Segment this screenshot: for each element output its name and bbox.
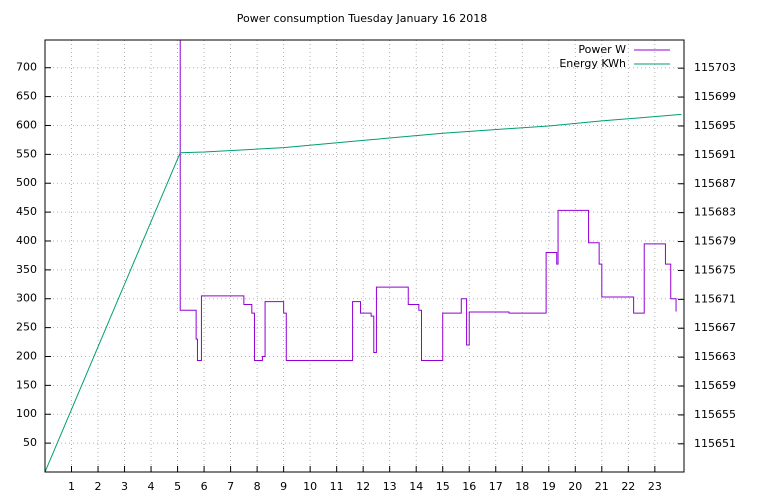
x-tick-label: 1 <box>68 480 75 493</box>
x-tick-label: 18 <box>515 480 529 493</box>
y-tick-label: 300 <box>16 292 37 305</box>
grid <box>45 40 684 472</box>
y2-tick-label: 115659 <box>694 379 736 392</box>
y-tick-label: 550 <box>16 147 37 160</box>
y2-tick-label: 115655 <box>694 408 736 421</box>
x-tick-label: 16 <box>462 480 476 493</box>
y2-tick-label: 115679 <box>694 235 736 248</box>
x-tick-label: 9 <box>280 480 287 493</box>
x-tick-label: 23 <box>648 480 662 493</box>
x-tick-label: 10 <box>303 480 317 493</box>
plot-border <box>44 39 685 473</box>
x-tick-label: 19 <box>542 480 556 493</box>
x-tick-label: 6 <box>201 480 208 493</box>
y2-tick-label: 115695 <box>694 119 736 132</box>
x-tick-label: 2 <box>95 480 102 493</box>
y2-tick-label: 115703 <box>694 61 736 74</box>
y2-tick-label: 115683 <box>694 206 736 219</box>
x-tick-label: 13 <box>383 480 397 493</box>
plot-area <box>45 40 682 472</box>
x-tick-label: 20 <box>568 480 582 493</box>
y-tick-label: 700 <box>16 61 37 74</box>
x-tick-label: 7 <box>227 480 234 493</box>
y2-tick-label: 115663 <box>694 350 736 363</box>
x-tick-label: 5 <box>174 480 181 493</box>
x-tick-label: 21 <box>595 480 609 493</box>
x-tick-label: 8 <box>254 480 261 493</box>
y-tick-label: 100 <box>16 407 37 420</box>
y-tick-label: 250 <box>16 321 37 334</box>
x-tick-label: 12 <box>356 480 370 493</box>
x-tick-label: 3 <box>121 480 128 493</box>
y2-tick-label: 115671 <box>694 292 736 305</box>
x-tick-label: 15 <box>436 480 450 493</box>
x-tick-label: 11 <box>330 480 344 493</box>
series-line <box>45 113 682 472</box>
y-tick-label: 600 <box>16 118 37 131</box>
y2-tick-label: 115699 <box>694 90 736 103</box>
x-tick-label: 14 <box>409 480 423 493</box>
y2-tick-label: 115651 <box>694 437 736 450</box>
chart-title: Power consumption Tuesday January 16 201… <box>237 12 487 25</box>
x-tick-label: 4 <box>148 480 155 493</box>
y-tick-label: 400 <box>16 234 37 247</box>
x-tick-label: 17 <box>489 480 503 493</box>
legend-label: Power W <box>578 43 626 56</box>
y-tick-label: 50 <box>23 436 37 449</box>
y-tick-label: 650 <box>16 90 37 103</box>
y-tick-label: 500 <box>16 176 37 189</box>
legend-label: Energy KWh <box>559 57 626 70</box>
x-tick-label: 22 <box>621 480 635 493</box>
y2-tick-label: 115687 <box>694 177 736 190</box>
y2-tick-label: 115675 <box>694 263 736 276</box>
y-tick-label: 350 <box>16 263 37 276</box>
y-tick-label: 150 <box>16 378 37 391</box>
series-line <box>179 40 677 362</box>
y2-tick-label: 115667 <box>694 321 736 334</box>
y-tick-label: 450 <box>16 205 37 218</box>
y2-tick-label: 115691 <box>694 148 736 161</box>
y-tick-label: 200 <box>16 349 37 362</box>
